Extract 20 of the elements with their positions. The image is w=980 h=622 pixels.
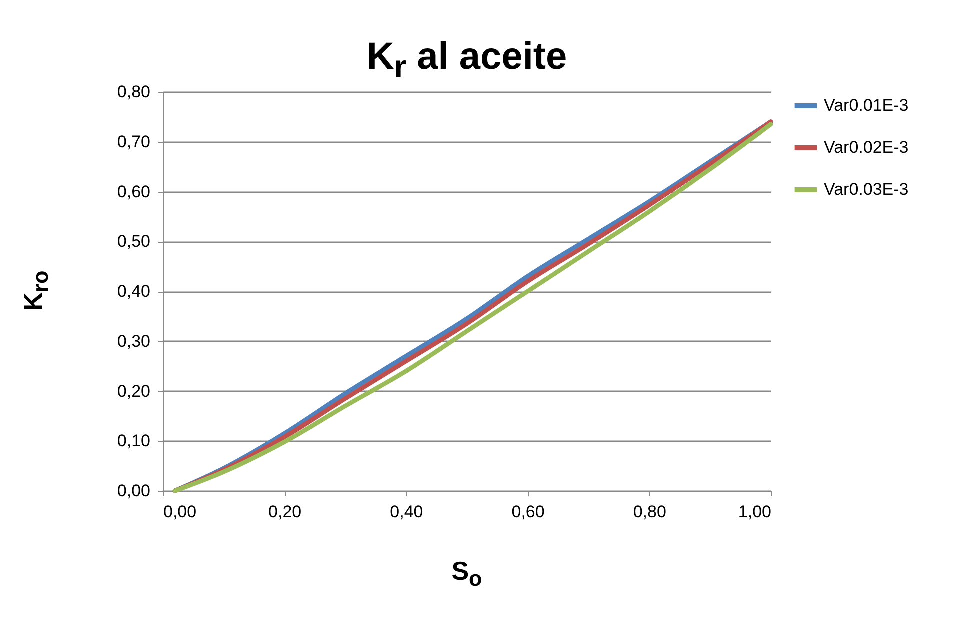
- y-tick-label: 0,20: [117, 382, 150, 401]
- x-tick-label: 0,80: [633, 502, 666, 522]
- chart-title: K$_{r}$ al aceite: [366, 36, 568, 86]
- x-axis-title: S$_{o}$: [452, 556, 482, 592]
- y-tick-label: 0,80: [117, 82, 150, 102]
- x-tick-label: 0,60: [512, 502, 545, 522]
- x-tick-label: 1,00: [738, 502, 772, 522]
- y-tick-label: 0,40: [117, 282, 150, 301]
- y-tick-label: 0,30: [117, 332, 150, 351]
- legend-label: Var0.01E-3: [824, 96, 909, 115]
- y-tick-label: 0,50: [117, 232, 150, 252]
- y-tick-label: 0,70: [117, 132, 150, 152]
- y-tick-label: 0,10: [117, 432, 150, 451]
- y-tick-label: 0,00: [117, 482, 150, 500]
- y-tick-label: 0,60: [117, 182, 150, 202]
- x-tick-label: 0,00: [164, 502, 197, 522]
- legend-label: Var0.03E-3: [824, 180, 909, 199]
- x-tick-label: 0,40: [390, 502, 424, 522]
- legend-label: Var0.02E-3: [824, 138, 909, 157]
- x-tick-label: 0,20: [268, 502, 302, 522]
